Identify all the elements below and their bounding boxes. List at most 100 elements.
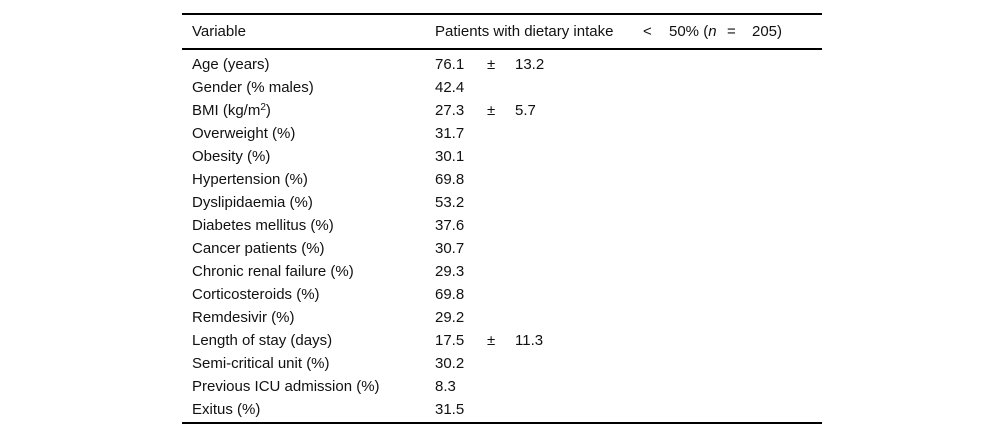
- value-mean: 30.1: [435, 148, 465, 165]
- header-equals-sign: =: [727, 23, 736, 40]
- variable-label: Remdesivir (%): [192, 306, 435, 329]
- value-sd: [515, 260, 822, 283]
- variable-label-main: Remdesivir (%): [192, 309, 295, 326]
- value-mean: 42.4: [435, 79, 465, 96]
- variable-label-superscript: 2: [260, 102, 266, 113]
- table-row: Semi-critical unit (%) 30.2: [182, 352, 822, 375]
- variable-label: Chronic renal failure (%): [192, 260, 435, 283]
- table-row: Overweight (%) 31.7: [182, 122, 822, 145]
- variable-label-main: Chronic renal failure (%): [192, 263, 354, 280]
- header-count: 205): [752, 23, 783, 40]
- value-sd: [515, 398, 822, 421]
- table-row: BMI (kg/m2) 27.3 ± 5.7: [182, 99, 822, 122]
- table-row: Exitus (%) 31.5: [182, 398, 822, 421]
- table-row: Corticosteroids (%) 69.8: [182, 283, 822, 306]
- value-sd: [515, 352, 822, 375]
- variable-label-main: Obesity (%): [192, 148, 271, 165]
- table-row: Hypertension (%) 69.8: [182, 168, 822, 191]
- table-row: Length of stay (days) 17.5 ± 11.3: [182, 329, 822, 352]
- plus-minus-sign: ±: [487, 56, 496, 73]
- value-sd: 13.2: [515, 56, 545, 73]
- variable-label: Dyslipidaemia (%): [192, 191, 435, 214]
- value-mean: 31.5: [435, 401, 465, 418]
- variable-label: BMI (kg/m2): [192, 99, 435, 122]
- variable-label: Exitus (%): [192, 398, 435, 421]
- variable-label: Length of stay (days): [192, 329, 435, 352]
- variable-label-main: Dyslipidaemia (%): [192, 194, 313, 211]
- header-group-title: Patients with dietary intake: [435, 23, 614, 40]
- value-mean: 30.7: [435, 240, 465, 257]
- value-mean: 27.3: [435, 102, 465, 119]
- plus-minus-sign: [487, 352, 515, 375]
- variable-label: Gender (% males): [192, 76, 435, 99]
- plus-minus-sign: [487, 398, 515, 421]
- plus-minus-sign: [487, 76, 515, 99]
- table-mid-rule: [182, 48, 822, 50]
- value-mean: 29.2: [435, 309, 465, 326]
- value-mean: 53.2: [435, 194, 465, 211]
- plus-minus-sign: [487, 306, 515, 329]
- variable-label-main: Hypertension (%): [192, 171, 308, 188]
- value-sd: [515, 76, 822, 99]
- plus-minus-sign: ±: [487, 102, 496, 119]
- table-rows: Age (years) 76.1 ± 13.2 Gender (% males)…: [182, 50, 822, 422]
- value-mean: 69.8: [435, 171, 465, 188]
- value-sd: [515, 375, 822, 398]
- variable-label-suffix: ): [265, 102, 271, 119]
- variable-label: Hypertension (%): [192, 168, 435, 191]
- plus-minus-sign: [487, 283, 515, 306]
- value-mean: 31.7: [435, 125, 465, 142]
- plus-minus-sign: [487, 260, 515, 283]
- value-sd: [515, 306, 822, 329]
- header-n-italic: n: [708, 23, 717, 40]
- table-top-rule: [182, 13, 822, 15]
- plus-minus-sign: ±: [487, 332, 496, 349]
- plus-minus-sign: [487, 191, 515, 214]
- variable-label: Previous ICU admission (%): [192, 375, 435, 398]
- value-mean: 8.3: [435, 378, 456, 395]
- variable-label: Cancer patients (%): [192, 237, 435, 260]
- variable-label-main: Semi-critical unit (%): [192, 355, 330, 372]
- table-row: Gender (% males) 42.4: [182, 76, 822, 99]
- header-percent-open: 50% (: [669, 23, 709, 40]
- table-row: Previous ICU admission (%) 8.3: [182, 375, 822, 398]
- plus-minus-sign: [487, 122, 515, 145]
- header-group: Patients with dietary intake < 50% (n = …: [435, 20, 822, 43]
- table-row: Remdesivir (%) 29.2: [182, 306, 822, 329]
- variable-label: Diabetes mellitus (%): [192, 214, 435, 237]
- variable-label: Overweight (%): [192, 122, 435, 145]
- value-sd: 5.7: [515, 102, 536, 119]
- summary-table: Variable Patients with dietary intake < …: [182, 13, 822, 424]
- value-sd: [515, 283, 822, 306]
- value-mean: 76.1: [435, 56, 465, 73]
- variable-label: Age (years): [192, 53, 435, 76]
- header-percent-n: 50% (n: [669, 20, 717, 43]
- variable-label: Corticosteroids (%): [192, 283, 435, 306]
- table-row: Chronic renal failure (%) 29.3: [182, 260, 822, 283]
- variable-label-main: BMI (kg/m: [192, 102, 261, 119]
- table-row: Diabetes mellitus (%) 37.6: [182, 214, 822, 237]
- value-sd: [515, 237, 822, 260]
- table-row: Dyslipidaemia (%) 53.2: [182, 191, 822, 214]
- plus-minus-sign: [487, 237, 515, 260]
- variable-label-main: Gender (% males): [192, 79, 314, 96]
- variable-label: Semi-critical unit (%): [192, 352, 435, 375]
- value-sd: [515, 214, 822, 237]
- variable-label-main: Corticosteroids (%): [192, 286, 320, 303]
- variable-label-main: Previous ICU admission (%): [192, 378, 380, 395]
- value-mean: 30.2: [435, 355, 465, 372]
- plus-minus-sign: [487, 214, 515, 237]
- variable-label-main: Overweight (%): [192, 125, 296, 142]
- plus-minus-sign: [487, 168, 515, 191]
- value-sd: [515, 168, 822, 191]
- value-mean: 69.8: [435, 286, 465, 303]
- table-row: Obesity (%) 30.1: [182, 145, 822, 168]
- variable-label-main: Length of stay (days): [192, 332, 333, 349]
- value-sd: [515, 191, 822, 214]
- header-variable: Variable: [192, 23, 246, 40]
- plus-minus-sign: [487, 145, 515, 168]
- variable-label-main: Diabetes mellitus (%): [192, 217, 334, 234]
- value-mean: 37.6: [435, 217, 465, 234]
- header-less-than-sign: <: [643, 23, 652, 40]
- table-row: Age (years) 76.1 ± 13.2: [182, 53, 822, 76]
